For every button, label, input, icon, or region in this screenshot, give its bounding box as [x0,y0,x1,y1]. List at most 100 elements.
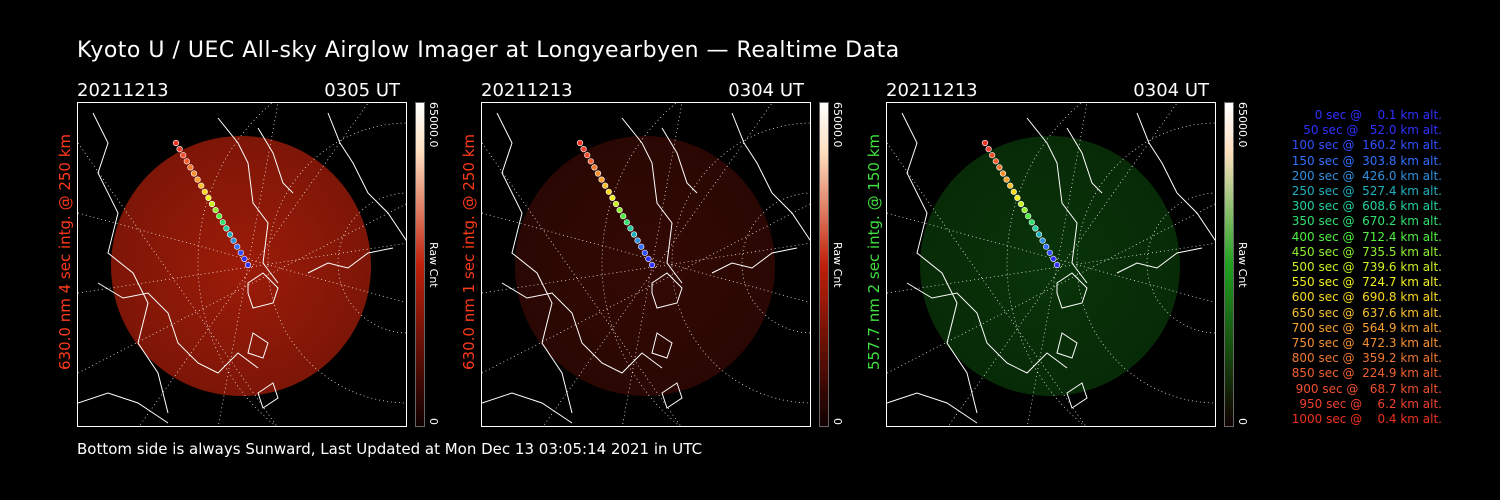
trajectory-point [627,225,634,232]
legend-row: 900 sec @ 68.7 km alt. [1295,381,1442,396]
coastline [1136,112,1215,241]
trajectory-point [230,237,237,244]
coastline [92,112,169,414]
allsky-image [481,102,811,427]
trajectory-point [1010,188,1017,195]
trajectory-point [234,243,241,250]
trajectory-point [201,188,208,195]
colorbar-unit: Raw Cnt [831,242,844,288]
trajectory-point [1032,225,1039,232]
trajectory-point [1014,194,1021,201]
colorbar [819,102,829,427]
trajectory-point [244,261,252,269]
legend-row: 200 sec @ 426.0 km alt. [1291,168,1442,183]
colorbar-min: 0 [1236,418,1249,425]
coastline [621,117,683,284]
coastline [901,112,978,414]
trajectory-point [591,164,598,171]
coastline [257,382,279,409]
trajectory-point [1007,182,1014,189]
trajectory-point [999,170,1007,177]
trajectory-point [241,255,248,262]
legend-row: 850 sec @ 224.9 km alt. [1291,366,1442,381]
coastline [661,127,698,194]
trajectory-point [620,213,627,220]
trajectory-point [1021,206,1028,214]
coastline [1066,127,1103,194]
trajectory-point [219,219,226,226]
legend-row: 800 sec @ 359.2 km alt. [1291,351,1442,366]
colorbar-unit: Raw Cnt [427,242,440,288]
trajectory-point [598,176,605,183]
colorbar-min: 0 [427,418,440,425]
coastline [217,117,279,284]
trajectory-point [992,158,999,165]
legend-row: 950 sec @ 6.2 km alt. [1299,396,1442,411]
trajectory-point [634,237,641,244]
trajectory-point [1053,261,1061,269]
legend-row: 500 sec @ 739.6 km alt. [1291,260,1442,275]
trajectory-point [612,200,620,208]
panel-3-label: 557.7 nm 2 sec intg. @ 150 km [865,133,883,370]
trajectory-point [187,164,194,171]
trajectory-point [237,249,244,256]
trajectory-point [212,206,219,214]
page-title: Kyoto U / UEC All-sky Airglow Imager at … [77,38,900,63]
airglow-field [515,136,775,396]
panel-date: 20211213 [77,80,169,101]
colorbar-max: 65000.0 [831,102,844,148]
trajectory-point [1043,243,1050,250]
coastline [661,382,683,409]
coastline [711,247,798,274]
legend-row: 400 sec @ 712.4 km alt. [1291,229,1442,244]
colorbar-unit: Raw Cnt [1236,242,1249,288]
legend-row: 100 sec @ 160.2 km alt. [1291,138,1442,153]
trajectory-point [616,206,623,214]
coastline [257,127,294,194]
footer-note: Bottom side is always Sunward, Last Upda… [77,440,703,458]
trajectory-point [226,231,234,238]
trajectory-point [989,152,996,159]
trajectory-point [587,158,594,165]
coastline [906,282,1068,374]
trajectory-point [985,145,992,153]
trajectory-point [216,213,223,220]
trajectory-point [623,219,630,226]
legend-row: 550 sec @ 724.7 km alt. [1291,275,1442,290]
colorbar [415,102,425,427]
coastline [887,392,978,424]
trajectory-point [183,158,190,165]
coastline [307,247,394,274]
legend-row: 700 sec @ 564.9 km alt. [1291,320,1442,335]
trajectory-point [194,176,201,183]
legend-row: 750 sec @ 472.3 km alt. [1291,336,1442,351]
panel-date: 20211213 [481,80,573,101]
coastline [482,392,573,424]
trajectory-point [172,139,180,147]
panel-time: 0304 UT [728,80,804,101]
coastline [731,112,810,241]
trajectory-point [630,231,638,238]
legend-row: 650 sec @ 637.6 km alt. [1291,305,1442,320]
trajectory-point [645,255,652,262]
legend-row: 300 sec @ 608.6 km alt. [1291,199,1442,214]
airglow-field [920,136,1180,396]
trajectory-point [180,152,187,159]
coastline [247,272,279,309]
coastline [651,332,673,359]
legend-row: 50 sec @ 52.0 km alt. [1303,123,1442,138]
trajectory-point [576,139,584,147]
legend-row: 250 sec @ 527.4 km alt. [1291,184,1442,199]
coastline [327,112,406,241]
trajectory-point [1025,213,1032,220]
trajectory-point [981,139,989,147]
panel-1-label: 630.0 nm 4 sec intg. @ 250 km [56,133,74,370]
trajectory-point [1035,231,1043,238]
trajectory-point [190,170,198,177]
coastline [651,272,683,309]
coastline [1056,272,1088,309]
panel-3: 20211213 0304 UT 65000.0 Raw Cnt 0 [886,80,1249,430]
trajectory-point [648,261,656,269]
trajectory-point [205,194,212,201]
trajectory-point [1028,219,1035,226]
